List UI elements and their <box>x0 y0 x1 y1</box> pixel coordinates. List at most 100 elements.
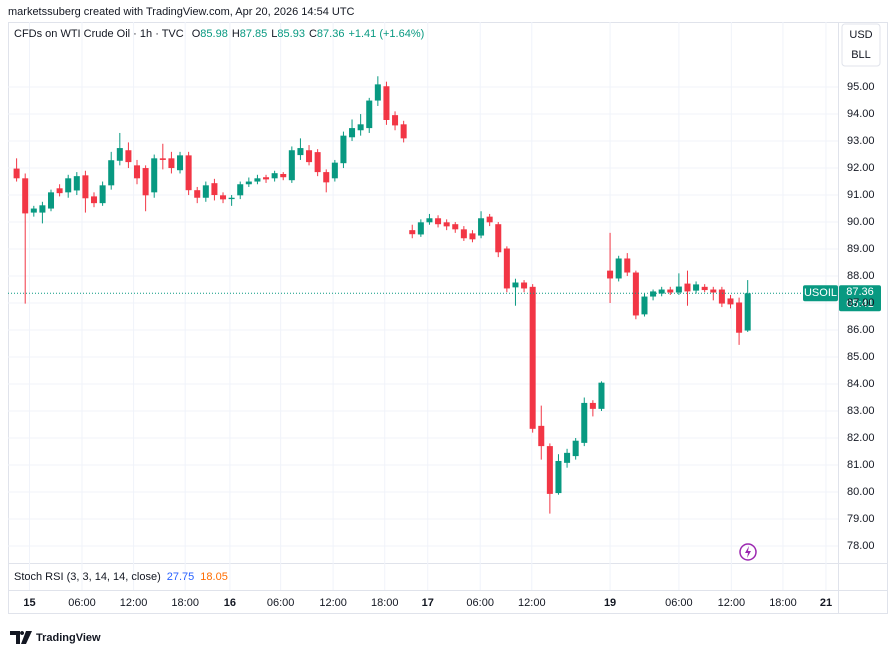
candle-body <box>701 286 708 291</box>
lightning-icon[interactable] <box>739 543 757 561</box>
candle-body <box>211 183 218 196</box>
o-label: O <box>192 28 201 40</box>
icon-ring <box>739 543 757 561</box>
y-tick-label: 79.00 <box>847 513 875 525</box>
change: +1.41 (+1.64%) <box>348 28 424 40</box>
candle-body <box>323 172 330 183</box>
candle-body <box>486 216 493 223</box>
candle-body <box>693 284 700 291</box>
header: marketssuberg created with TradingView.c… <box>8 6 355 18</box>
x-tick-label: 18:00 <box>769 597 797 609</box>
candle-body <box>47 192 55 209</box>
candle-body <box>91 196 98 204</box>
x-tick-label: 12:00 <box>120 597 148 609</box>
y-tick-label: 93.00 <box>847 135 875 147</box>
candle-body <box>220 195 227 200</box>
logo[interactable]: TradingView <box>10 631 101 644</box>
candle-body <box>727 298 734 305</box>
y-tick-label: 80.00 <box>847 486 875 498</box>
candle-body <box>478 218 485 236</box>
x-tick-label: 12:00 <box>319 597 347 609</box>
logo-mark <box>10 631 32 644</box>
y-tick-label: 89.00 <box>847 243 875 255</box>
x-tick-label: 12:00 <box>518 597 546 609</box>
candle-body <box>435 218 442 225</box>
currency-box[interactable] <box>841 23 881 67</box>
y-tick-label: 87.00 <box>847 297 875 309</box>
candle-body <box>263 177 270 180</box>
candle-body <box>495 224 502 253</box>
y-tick-label: 86.00 <box>847 324 875 336</box>
candle-body <box>658 289 665 294</box>
candle-body <box>331 162 338 179</box>
candle-body <box>228 197 235 200</box>
candle-body <box>314 152 321 173</box>
x-tick-label: 15 <box>23 597 35 609</box>
y-tick-label: 94.00 <box>847 108 875 120</box>
x-tick-label: 18:00 <box>171 597 199 609</box>
candle-body <box>65 178 72 193</box>
x-tick-label: 12:00 <box>718 597 746 609</box>
candle-body <box>581 402 588 443</box>
candle-body <box>349 128 356 138</box>
icon-bolt <box>745 546 751 558</box>
candle-body <box>237 184 244 196</box>
price-tag-countdown: 05:41 <box>846 298 874 310</box>
h-label: H <box>232 28 240 40</box>
candle-body <box>383 86 390 120</box>
candle-body <box>710 289 717 293</box>
candle-body <box>297 148 304 156</box>
x-tick-label: 17 <box>422 597 434 609</box>
y-tick-label: 91.00 <box>847 189 875 201</box>
x-tick-label: 06:00 <box>466 597 494 609</box>
candle-body <box>607 270 614 279</box>
candle-body <box>271 173 278 179</box>
y-tick-label: 83.00 <box>847 405 875 417</box>
y-tick-label: 82.00 <box>847 432 875 444</box>
candle-body <box>125 150 132 163</box>
candle-body <box>452 224 459 230</box>
candle-body <box>177 155 184 171</box>
candle-body <box>684 283 691 292</box>
candle-body <box>555 460 562 494</box>
candle-body <box>538 425 545 447</box>
candle-body <box>718 289 725 304</box>
symbol-tag-text: USOIL <box>804 287 837 299</box>
candle-body <box>30 208 37 213</box>
candle-body <box>73 176 80 191</box>
currency-measure: BLL <box>851 49 871 61</box>
candle-body <box>667 289 674 293</box>
candle-body <box>744 293 751 331</box>
candle-body <box>56 188 63 194</box>
price-tag-box <box>839 285 881 312</box>
stoch-d: 18.05 <box>200 571 228 583</box>
candle-body <box>675 286 682 293</box>
stoch-k: 27.75 <box>167 571 195 583</box>
x-tick-label: 06:00 <box>267 597 295 609</box>
currency-unit: USD <box>849 29 872 41</box>
candle-body <box>417 222 424 235</box>
candle-body <box>366 100 373 129</box>
indicator: Stoch RSI (3, 3, 14, 14, close) 27.75 18.0… <box>14 571 228 583</box>
candle-body <box>374 84 381 101</box>
candle-body <box>632 272 639 316</box>
price-tag-value: 87.36 <box>846 286 874 298</box>
l-value: 85.93 <box>277 28 305 40</box>
candle-body <box>443 222 450 227</box>
candle-body <box>521 282 528 289</box>
candle-body <box>254 178 261 182</box>
indicator-name: Stoch RSI (3, 3, 14, 14, close) <box>14 571 161 583</box>
candle-body <box>202 185 209 198</box>
y-tick-label: 95.00 <box>847 81 875 93</box>
candle-body <box>245 181 252 185</box>
x-tick-label: 18:00 <box>371 597 399 609</box>
candle-body <box>82 175 89 199</box>
chart-frame <box>8 22 888 614</box>
x-tick-label: 21 <box>820 597 832 609</box>
candle-body <box>134 165 141 179</box>
candle-body <box>99 185 106 204</box>
candle-body <box>469 233 476 240</box>
c-value: 87.36 <box>317 28 345 40</box>
